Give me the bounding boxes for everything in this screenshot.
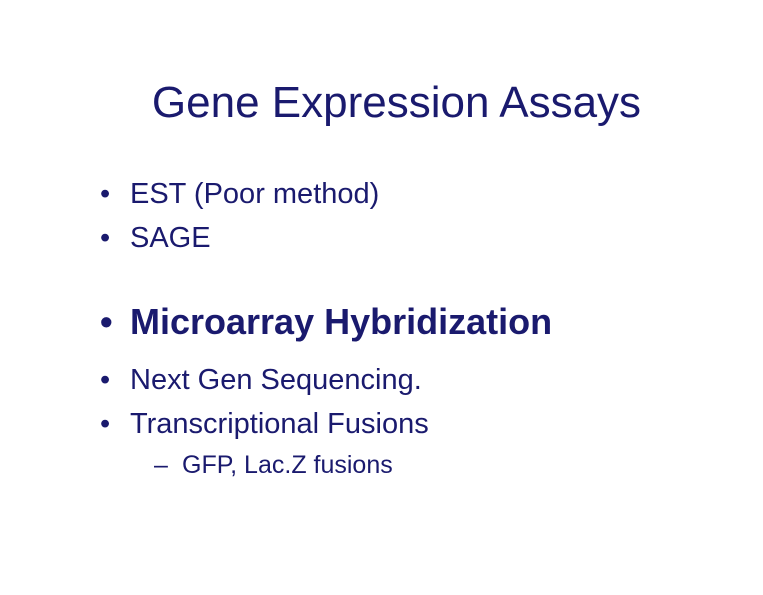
bullet-item: SAGE <box>72 220 691 256</box>
bullet-item: EST (Poor method) <box>72 176 691 212</box>
spacer <box>72 265 691 279</box>
slide-title: Gene Expression Assays <box>72 78 691 128</box>
bullet-item: Next Gen Sequencing. <box>72 362 691 398</box>
bullet-list: EST (Poor method) SAGE Microarray Hybrid… <box>72 176 691 481</box>
slide-container: Gene Expression Assays EST (Poor method)… <box>0 0 763 595</box>
sub-bullet-item: GFP, Lac.Z fusions <box>72 450 691 481</box>
bullet-item-emphasis: Microarray Hybridization <box>72 299 691 344</box>
bullet-item: Transcriptional Fusions <box>72 406 691 442</box>
